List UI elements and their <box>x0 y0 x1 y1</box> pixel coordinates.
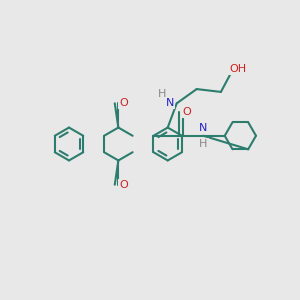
Text: O: O <box>119 180 128 190</box>
Text: H: H <box>199 139 208 149</box>
Text: N: N <box>199 123 208 133</box>
Text: H: H <box>158 89 166 99</box>
Text: O: O <box>119 98 128 108</box>
Text: OH: OH <box>230 64 247 74</box>
Text: N: N <box>166 98 174 108</box>
Text: O: O <box>182 106 191 116</box>
